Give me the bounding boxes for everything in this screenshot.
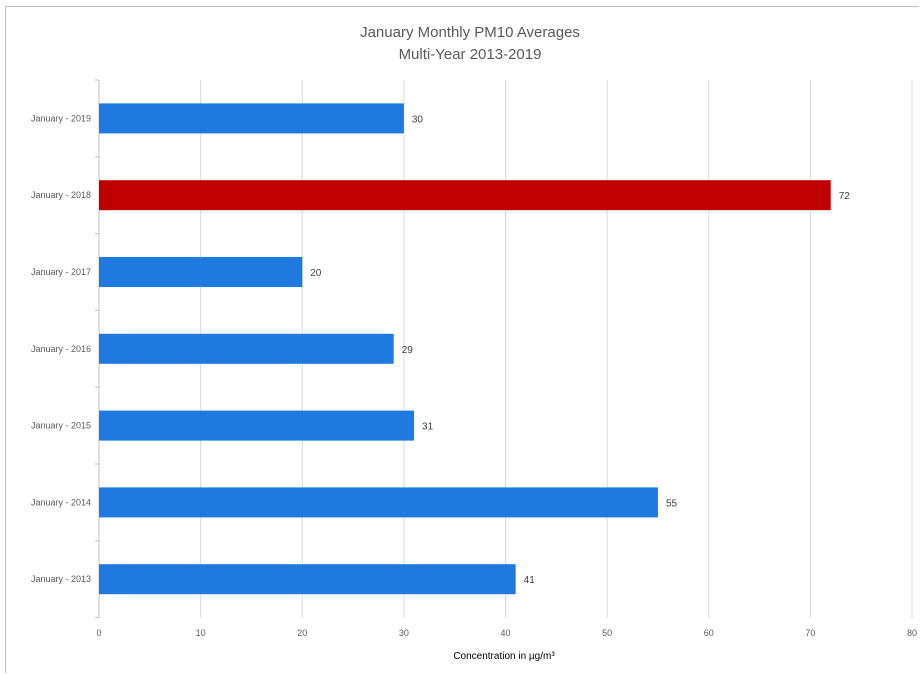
- x-tick-label: 60: [704, 628, 714, 638]
- bars: [99, 103, 831, 595]
- bar: [99, 487, 658, 518]
- data-label: 20: [310, 268, 322, 279]
- category-label: January - 2017: [31, 267, 91, 277]
- x-tick-label: 10: [196, 628, 206, 638]
- x-tick-label: 70: [805, 628, 815, 638]
- category-label: January - 2016: [31, 344, 91, 354]
- x-axis-title: Concentration in µg/m³: [453, 651, 555, 662]
- x-tick-label: 30: [399, 628, 409, 638]
- data-label: 29: [402, 345, 414, 356]
- data-labels: 41 55 31 29 20 72 30: [310, 114, 850, 586]
- data-label: 72: [839, 191, 851, 202]
- x-tick-label: 0: [96, 628, 101, 638]
- chart-title: January Monthly PM10 Averages: [360, 24, 580, 41]
- bar: [99, 564, 516, 595]
- bar: [99, 410, 415, 441]
- data-label: 41: [524, 575, 536, 586]
- category-label: January - 2018: [31, 190, 91, 200]
- bar-chart: January Monthly PM10 Averages Multi-Year…: [31, 24, 917, 662]
- x-tick-label: 40: [500, 628, 510, 638]
- x-tick-label: 50: [602, 628, 612, 638]
- chart-frame: January Monthly PM10 Averages Multi-Year…: [5, 6, 919, 673]
- category-label: January - 2013: [31, 574, 91, 584]
- x-tick-label: 20: [297, 628, 307, 638]
- bar: [99, 103, 404, 134]
- bar: [99, 333, 394, 364]
- x-axis-ticks: 0 10 20 30 40 50 60 70 80: [96, 628, 917, 638]
- category-label: January - 2015: [31, 421, 91, 431]
- category-label: January - 2019: [31, 113, 91, 123]
- category-label: January - 2014: [31, 497, 91, 507]
- bar: [99, 180, 831, 211]
- y-axis-categories: January - 2013 January - 2014 January - 20…: [31, 113, 91, 584]
- gridlines: [95, 79, 913, 619]
- bar: [99, 257, 303, 287]
- chart-subtitle: Multi-Year 2013-2019: [399, 46, 542, 63]
- data-label: 30: [412, 114, 424, 125]
- x-tick-label: 80: [907, 628, 917, 638]
- data-label: 31: [422, 422, 434, 433]
- data-label: 55: [666, 498, 678, 509]
